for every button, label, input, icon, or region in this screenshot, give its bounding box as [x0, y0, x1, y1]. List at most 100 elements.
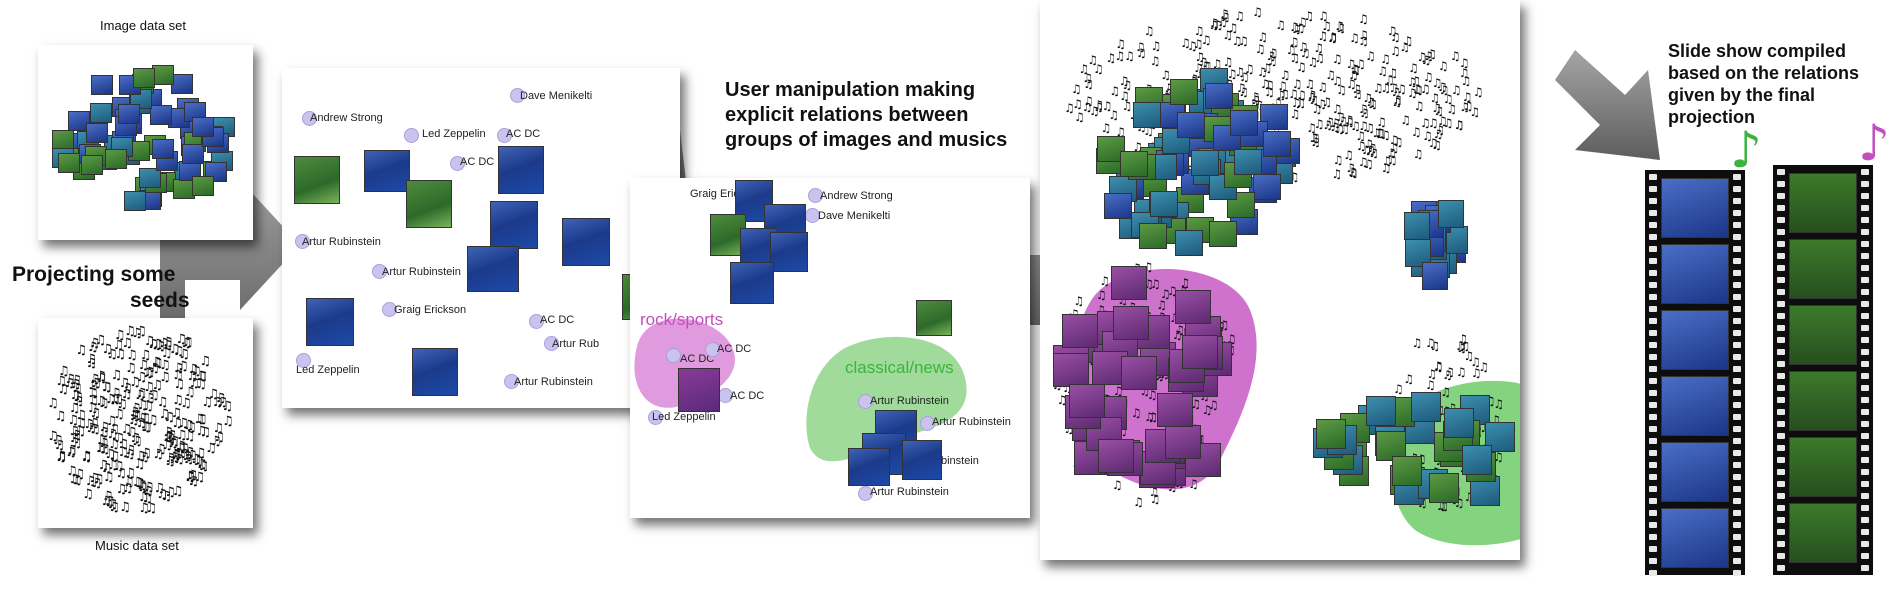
sprocket-hole [1649, 210, 1657, 216]
seed-thumbnail [467, 246, 519, 292]
music-note-icon: ♫ [1201, 402, 1213, 417]
music-note-icon: ♫ [1425, 336, 1436, 351]
sprocket-hole [1733, 462, 1741, 468]
image-thumbnail [1429, 472, 1460, 503]
music-note-icon: ♫ [86, 400, 99, 416]
sprocket-hole [1733, 498, 1741, 504]
music-note-icon: ♫ [1444, 365, 1455, 380]
sprocket-hole [1777, 301, 1785, 307]
image-thumbnail [105, 149, 128, 170]
image-thumbnail [1177, 111, 1206, 138]
sprocket-hole [1649, 546, 1657, 552]
music-note-icon: ♫ [1357, 154, 1369, 169]
seed-dot [544, 336, 559, 351]
music-note-icon: ♫ [1453, 495, 1465, 510]
music-note-icon: ♫ [47, 428, 59, 444]
music-note-icon: ♫ [1376, 114, 1387, 129]
music-note-icon: ♫ [54, 449, 67, 465]
sprocket-hole [1733, 510, 1741, 516]
sprocket-hole [1649, 438, 1657, 444]
music-note-icon: ♫ [1408, 60, 1419, 75]
classical-news-label: classical/news [845, 358, 954, 377]
music-note-icon: ♫ [1343, 115, 1355, 130]
music-note-icon: ♫ [1095, 302, 1107, 317]
music-note-icon: ♫ [147, 336, 159, 352]
music-note-icon: ♫ [137, 490, 150, 506]
sprocket-hole [1733, 378, 1741, 384]
image-thumbnail [58, 152, 81, 173]
music-note-icon: ♫ [1450, 83, 1462, 98]
music-note-icon: ♫ [1355, 56, 1366, 71]
music-note-icon: ♫ [136, 479, 149, 495]
music-note-icon: ♫ [1266, 53, 1278, 68]
music-note-icon: ♫ [1326, 31, 1338, 46]
image-thumbnail [1316, 418, 1347, 449]
music-note-icon: ♫ [135, 370, 148, 386]
music-note-icon: ♫ [136, 410, 149, 426]
music-note-icon: ♫ [183, 445, 196, 461]
music-note-icon: ♫ [129, 401, 142, 417]
sprocket-hole [1777, 325, 1785, 331]
seed-label: Artur Rub [552, 338, 600, 350]
music-note-icon: ♫ [168, 450, 180, 466]
manip-dot [858, 394, 873, 409]
music-note-icon: ♫ [1083, 94, 1094, 109]
music-note-icon: ♫ [98, 441, 111, 457]
sprocket-hole [1649, 486, 1657, 492]
music-note-icon: ♫ [1074, 109, 1085, 124]
music-note-icon: ♫ [135, 385, 148, 401]
music-note-icon: ♫ [1413, 98, 1425, 113]
music-note-icon: ♫ [1288, 35, 1300, 50]
music-note-icon: ♫ [1427, 136, 1439, 151]
image-thumbnail [191, 175, 214, 196]
sprocket-hole [1733, 426, 1741, 432]
sprocket-hole [1649, 534, 1657, 540]
music-note-icon: ♫ [1422, 128, 1433, 143]
music-note-icon: ♫ [1416, 49, 1428, 64]
music-note-icon: ♫ [1180, 35, 1191, 50]
music-note-icon: ♫ [1114, 49, 1126, 64]
music-note-icon: ♫ [83, 417, 95, 433]
music-note-icon: ♫ [1143, 24, 1155, 39]
slide-line3: given by the final [1668, 85, 1816, 105]
music-note-icon: ♫ [213, 429, 225, 445]
music-note-icon: ♫ [154, 442, 167, 458]
final-projection-panel: ♫ ♫ ♫ ♫ ♫ ♫ ♫ ♫ ♫ ♫ ♫ ♫ ♫ ♫ ♫ ♫ ♫ ♫ ♫ ♫ ♫ ♫ ♫ ♫ ♫ ♫ ♫ ♫ ♫ ♫ ♫ ♫ ♫ ♫ ♫ ♫ ♫ ♫ ♫ ♫… [1040, 0, 1520, 560]
music-note-icon: ♫ [1472, 84, 1484, 99]
music-note-icon: ♫ [1154, 368, 1165, 383]
music-note-icon: ♫ [175, 428, 188, 444]
music-note-icon: ♫ [1388, 140, 1400, 155]
image-thumbnail [149, 104, 172, 125]
sprocket-hole [1861, 481, 1869, 487]
music-note-icon: ♫ [95, 371, 108, 387]
music-note-icon: ♫ [167, 436, 179, 452]
music-note-icon: ♫ [1438, 498, 1450, 513]
image-thumbnail [1182, 334, 1219, 369]
music-note-icon: ♫ [1347, 164, 1358, 179]
user-line3: groups of images and musics [725, 129, 1008, 151]
music-note-icon: ♫ [95, 393, 107, 409]
music-note-icon: ♫ [190, 451, 202, 467]
music-note-icon: ♫ [221, 398, 233, 414]
sprocket-hole [1777, 469, 1785, 475]
music-note-icon: ♫ [1331, 51, 1343, 66]
music-note-icon: ♫ [1429, 91, 1441, 106]
music-note-icon: ♫ [186, 369, 199, 385]
classical-thumbnail [848, 448, 890, 486]
music-note-icon: ♫ [1329, 119, 1341, 134]
music-note-icon: ♫ [1132, 139, 1144, 154]
music-note-icon: ♫ [51, 433, 64, 449]
music-note-icon: ♫ [181, 449, 193, 465]
image-thumbnail [90, 74, 113, 95]
image-thumbnail [1133, 102, 1162, 129]
music-note-icon: ♫ [152, 446, 164, 462]
music-note-icon: ♫ [216, 394, 229, 410]
music-note-icon: ♫ [1358, 118, 1369, 133]
projecting-line1: Projecting some [12, 263, 176, 286]
image-thumbnail [1110, 266, 1147, 301]
music-note-icon: ♫ [53, 438, 66, 454]
music-note-icon: ♫ [68, 400, 81, 416]
music-note-icon: ♫ [109, 391, 121, 407]
music-note-icon: ♫ [148, 360, 160, 376]
sprocket-hole [1861, 505, 1869, 511]
